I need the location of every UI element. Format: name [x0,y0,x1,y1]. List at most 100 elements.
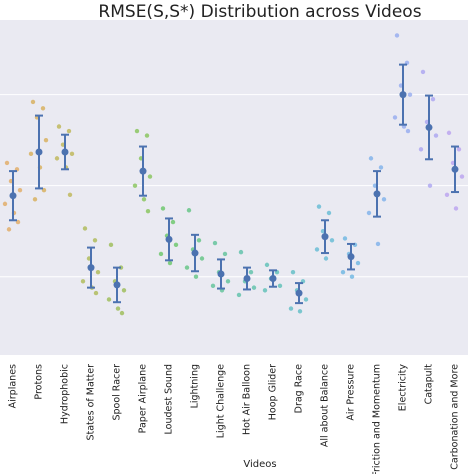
strip-point [56,124,62,129]
strip-point [170,219,176,225]
strip-point [82,226,88,231]
strip-point [95,269,101,275]
strip-point [405,128,411,134]
mean-point [191,249,199,257]
strip-point [446,130,452,136]
strip-point [430,96,436,102]
strip-point [119,310,125,316]
strip-point [394,33,400,38]
strip-point [92,238,98,243]
strip-point [32,197,38,202]
mean-point [321,233,329,241]
strip-point [349,274,355,279]
x-tick-label: Loudest Sound [164,364,175,434]
strip-point [375,241,381,247]
strip-point [323,256,329,261]
x-tick-label: Air Pressure [346,364,357,421]
mean-point [217,270,225,278]
strip-point [262,288,268,293]
x-tick-label: Spool Racer [112,364,123,421]
mean-point [165,235,173,243]
strip-point [160,206,166,211]
x-tick-label: Hoop Glider [268,364,279,420]
strip-point [145,208,151,214]
mean-point [113,281,121,289]
strip-point [251,285,257,290]
strip-point [222,251,228,257]
x-tick-label: Paper Airplane [138,364,149,433]
strip-point [368,156,374,161]
strip-point [17,188,23,193]
strip-point [2,201,8,207]
strip-point [184,265,190,270]
mean-point [347,253,355,261]
strip-point [196,238,202,243]
strip-point [381,197,387,202]
strip-point [121,288,127,293]
strip-point [80,279,86,284]
strip-point [167,260,173,266]
strip-point [277,283,283,289]
strip-point [329,238,335,243]
strip-point [290,269,296,275]
strip-point [67,192,73,197]
strip-point [459,174,465,179]
strip-point [297,309,303,314]
strip-point [4,160,10,166]
strip-point [106,297,112,302]
strip-point [193,274,199,279]
mean-point [399,91,407,99]
mean-point [295,289,303,297]
strip-point [66,128,72,134]
strip-point [147,174,153,179]
mean-point [35,148,43,156]
strip-point [264,262,270,268]
strip-point [108,242,114,248]
strip-point [134,128,140,134]
x-tick-label: Light Challenge [216,364,227,438]
strip-point [288,306,294,311]
strip-point [342,236,348,241]
strip-point [30,99,36,105]
x-tick-label: Catapult [424,364,435,405]
strip-point [366,210,372,216]
strip-point [303,297,309,302]
strip-point [453,206,459,211]
strip-point [144,133,150,138]
x-tick-label: Protons [34,364,45,400]
strip-point [427,183,433,188]
strip-point [43,137,49,143]
strip-point [173,242,179,248]
strip-point [28,151,34,157]
strip-point [418,147,424,152]
strip-point [392,115,398,120]
strip-point [433,133,439,138]
mean-point [87,264,95,272]
x-tick-label: Drag Race [294,364,305,414]
strip-point [407,92,413,97]
x-tick-label: Hydrophobic [60,364,71,424]
strip-point [314,247,320,252]
strip-point [378,165,384,170]
strip-point [69,151,75,157]
strip-point [236,292,242,298]
x-tick-label: States of Matter [86,364,97,441]
strip-point [199,256,205,261]
strip-point [225,279,231,284]
strip-point [326,210,332,216]
strip-point [141,197,147,202]
x-tick-label: Carbonation and More [450,364,461,470]
strip-point [248,269,254,275]
chart-title: RMSE(S,S*) Distribution across Videos [98,2,421,22]
strip-point [115,306,121,311]
x-tick-label: Hot Air Balloon [242,364,253,435]
x-tick-label: Lightning [190,364,201,408]
mean-point [373,190,381,198]
strip-point [6,227,12,232]
strip-point [212,240,218,246]
strip-point [444,192,450,197]
strip-point [132,183,138,188]
mean-point [269,275,277,283]
plot-background [0,20,468,355]
